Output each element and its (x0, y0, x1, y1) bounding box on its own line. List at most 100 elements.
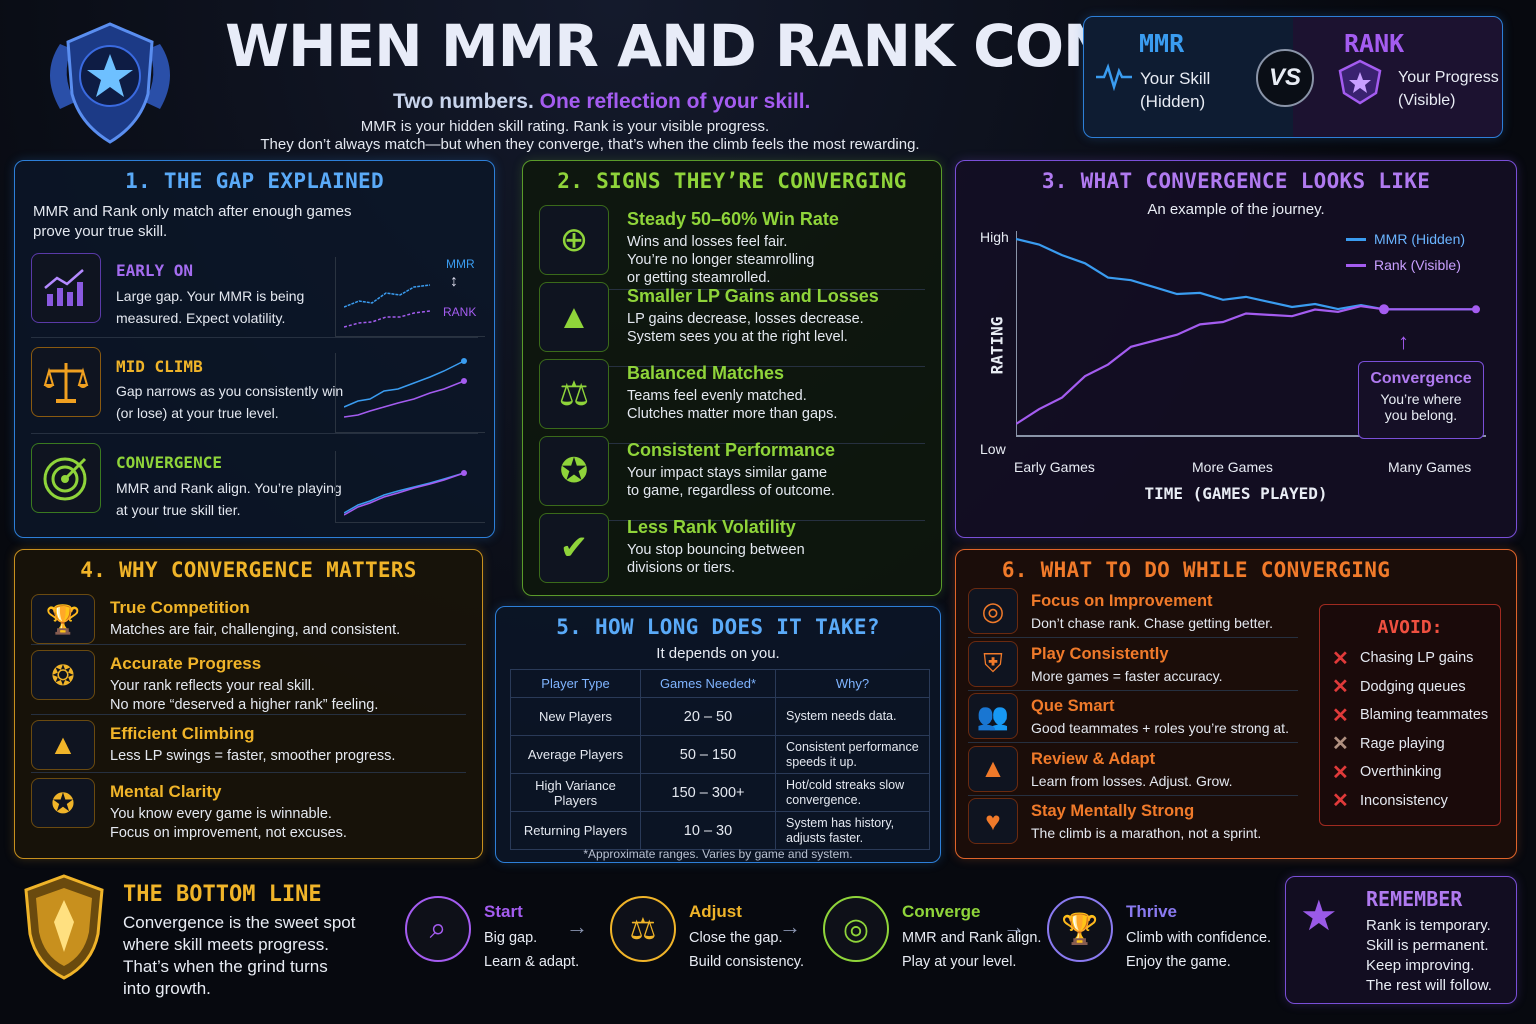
stage-early-l1: Large gap. Your MMR is being (116, 288, 305, 304)
table-row: New Players 20 – 50 System needs data. (510, 697, 930, 736)
table-row: Average Players 50 – 150 Consistent perf… (510, 735, 930, 774)
divider (968, 742, 1298, 743)
divider (539, 366, 925, 367)
bar-trend-icon: ▲ (31, 720, 95, 770)
target-icon (31, 443, 101, 513)
x-axis-label: TIME (GAMES PLAYED) (1144, 484, 1328, 503)
divider (31, 714, 466, 715)
medal-icon: ✪ (31, 778, 95, 828)
avoid-item-label: Inconsistency (1360, 792, 1448, 809)
divider (539, 289, 925, 290)
target-icon: ◎ (968, 588, 1018, 634)
avoid-item-label: Blaming teammates (1360, 707, 1489, 724)
stage-mid-l1: Gap narrows as you consistently win (116, 383, 344, 399)
convergence-point (1379, 304, 1389, 315)
todo-item-title: Play Consistently (1031, 644, 1169, 663)
star-emblem-icon (30, 14, 190, 154)
magnify-trend-icon: ⌕ (405, 896, 471, 962)
why-item-title: Accurate Progress (110, 654, 262, 673)
divider (539, 443, 925, 444)
sign-title: Steady 50–60% Win Rate (627, 209, 839, 229)
step-l1: Big gap. (484, 930, 538, 946)
callout-title: Convergence (1370, 370, 1472, 387)
end-point (1472, 305, 1480, 314)
remember-l2: Skill is permanent. (1366, 937, 1489, 954)
gap-title: 1. THE GAP EXPLAINED (125, 169, 384, 193)
avoid-item: ✕ Blaming teammates (1332, 701, 1500, 730)
callout-l1: You’re where (1380, 391, 1462, 407)
divider (31, 644, 466, 645)
remember-title: REMEMBER (1366, 887, 1463, 911)
why-item-title: Efficient Climbing (110, 724, 255, 743)
x-tick-many: Many Games (1388, 459, 1472, 475)
gap-panel: 1. THE GAP EXPLAINED MMR and Rank only m… (14, 160, 495, 538)
rank-line-1: Your Progress (1398, 69, 1499, 86)
remember-l3: Keep improving. (1366, 957, 1475, 974)
why-item-title: Mental Clarity (110, 782, 222, 801)
avoid-item: ✕ Dodging queues (1332, 673, 1500, 702)
cell-why: System has history, adjusts faster. (775, 811, 930, 850)
callout-l2: you belong. (1384, 407, 1458, 423)
cell-games-needed: 10 – 30 (640, 811, 776, 850)
signs-panel: 2. SIGNS THEY’RE CONVERGING ⊕ Steady 50–6… (522, 160, 942, 596)
sign-line-1: LP gains decrease, losses decrease. (627, 311, 864, 327)
y-axis-label: RATING (987, 316, 1007, 375)
cell-player-type: Average Players (510, 735, 641, 774)
legend-rank: Rank (Visible) (1374, 257, 1461, 273)
step-name: Start (484, 902, 523, 921)
bottom-line-3: That’s when the grind turns (123, 957, 328, 976)
header-desc-2: They don’t always match—but when they co… (260, 136, 920, 153)
x-icon: ✕ (1332, 733, 1349, 756)
scales-icon: ⚖ (539, 359, 609, 429)
sign-line-2: System sees you at the right level. (627, 329, 848, 345)
arrow-right-icon: → (566, 914, 588, 939)
star-icon: ★ (1300, 892, 1338, 939)
remember-box: ★ REMEMBER Rank is temporary. Skill is p… (1285, 876, 1517, 1004)
arrow-right-icon: → (1003, 914, 1025, 939)
x-icon: ✕ (1332, 647, 1349, 670)
why-item-l2: Focus on improvement, not excuses. (110, 825, 347, 841)
todo-item-desc: Good teammates + roles you’re strong at. (1031, 720, 1289, 736)
arrow-right-icon: → (779, 914, 801, 939)
step-name: Adjust (689, 902, 742, 921)
remember-l1: Rank is temporary. (1366, 917, 1491, 934)
avoid-item: ✕ Chasing LP gains (1332, 644, 1500, 673)
avoid-item-label: Chasing LP gains (1360, 650, 1474, 667)
badge-icon: ✪ (539, 436, 609, 506)
rank-line-2: (Visible) (1398, 92, 1456, 109)
table-row: High Variance Players 150 – 300+ Hot/col… (510, 773, 930, 812)
mmr-title: MMR (1139, 29, 1185, 58)
step-name: Converge (902, 902, 981, 921)
stage-mid-l2: (or lose) at your true level. (116, 405, 279, 421)
why-panel: 4. WHY CONVERGENCE MATTERS 🏆 True Competi… (14, 549, 483, 859)
step-l2: Learn & adapt. (484, 954, 580, 970)
step-l2: Build consistency. (689, 954, 804, 970)
bar-trend-icon: ▲ (539, 282, 609, 352)
col-player-type: Player Type (510, 669, 641, 698)
gold-shield-icon (14, 872, 114, 987)
sign-title: Balanced Matches (627, 363, 785, 383)
bottom-line-2: where skill meets progress. (123, 935, 329, 954)
step-l1: MMR and Rank align. (902, 930, 1042, 946)
x-icon: ✕ (1332, 704, 1349, 727)
duration-table: Player Type Games Needed* Why? New Playe… (510, 669, 930, 850)
howlong-title: 5. HOW LONG DOES IT TAKE? (556, 615, 880, 639)
divider (31, 433, 478, 434)
stage-conv-l1: MMR and Rank align. You’re playing (116, 480, 342, 496)
sign-line-2: You’re no longer steamrolling (627, 252, 815, 268)
conv-minichart (335, 451, 485, 523)
sign-line-1: Wins and losses feel fair. (627, 234, 788, 250)
stage-mid-title: MID CLIMB (116, 357, 203, 376)
todo-item-desc: Don’t chase rank. Chase getting better. (1031, 615, 1274, 631)
why-title: 4. WHY CONVERGENCE MATTERS (80, 558, 417, 582)
cell-player-type: High Variance Players (510, 773, 641, 812)
sign-line-1: You stop bouncing between (627, 542, 805, 558)
cell-games-needed: 150 – 300+ (640, 773, 776, 812)
scales-icon (31, 347, 101, 417)
early-minichart: MMR ↕ RANK (335, 257, 485, 337)
avoid-item-label: Overthinking (1360, 764, 1442, 781)
legend-mmr-swatch (1346, 238, 1366, 241)
conv-title: 3. WHAT CONVERGENCE LOOKS LIKE (1041, 169, 1431, 193)
todo-item-title: Focus on Improvement (1031, 592, 1213, 610)
todo-item-desc: Learn from losses. Adjust. Grow. (1031, 772, 1233, 789)
